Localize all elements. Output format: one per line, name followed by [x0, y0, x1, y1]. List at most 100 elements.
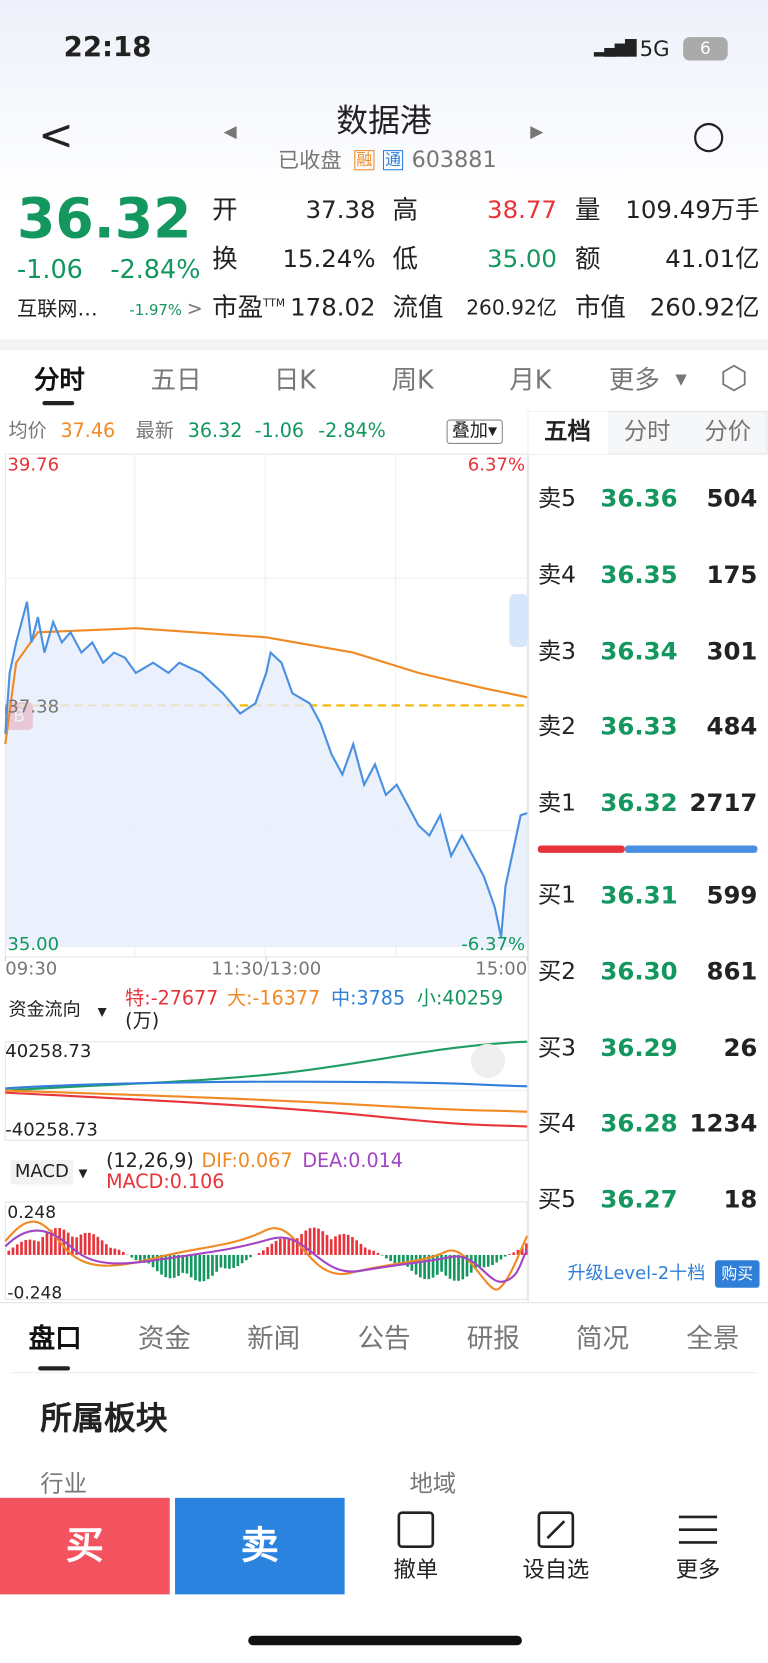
macd-bar: [465, 1254, 469, 1277]
book-price: 36.30: [600, 958, 678, 986]
book-price: 36.35: [600, 561, 678, 590]
macd-bar: [380, 1254, 384, 1256]
book-label: 卖4: [537, 562, 577, 589]
bottom-tab[interactable]: 盘口: [28, 1323, 82, 1355]
tab[interactable]: 更多: [608, 364, 660, 395]
side-handle[interactable]: [509, 594, 529, 648]
macd-bar: [295, 1238, 299, 1255]
stat-value: 35.00: [487, 245, 557, 274]
macd-bottom: -0.248: [7, 1282, 63, 1303]
macd-bar: [41, 1237, 45, 1255]
macd-bar: [495, 1254, 499, 1263]
bottom-tab[interactable]: 资金: [137, 1323, 191, 1355]
book-tab[interactable]: 分价: [704, 419, 752, 446]
book-tab[interactable]: 五档: [544, 419, 591, 446]
bottom-tab[interactable]: 简况: [576, 1323, 630, 1355]
macd-bar: [334, 1236, 337, 1255]
bottom-tab[interactable]: 公告: [357, 1323, 411, 1355]
sector: 互联网…: [16, 297, 98, 321]
dropdown-arrow[interactable]: ▼: [78, 1166, 88, 1181]
macd-bar: [491, 1254, 494, 1266]
book-volume: 599: [706, 882, 758, 910]
macd-bar: [486, 1254, 490, 1267]
stat-label: 流值: [392, 292, 444, 323]
macd-bar: [444, 1254, 448, 1276]
macd-bar: [520, 1246, 524, 1255]
next[interactable]: ▶: [530, 120, 544, 142]
cancel-text[interactable]: 撤单: [393, 1556, 439, 1583]
dropdown-arrow[interactable]: ▼: [97, 1005, 107, 1019]
tab[interactable]: 周K: [391, 364, 434, 395]
macd-bar: [338, 1234, 342, 1255]
expand[interactable]: [470, 1043, 505, 1078]
price-line: [4, 601, 528, 938]
macd-bar: [402, 1254, 405, 1265]
stat-value: 109.49万手: [625, 196, 760, 225]
region: 地域: [409, 1471, 457, 1498]
macd-bar: [54, 1228, 57, 1255]
buy-text[interactable]: 买: [65, 1524, 104, 1568]
macd-bar: [96, 1236, 100, 1255]
macd-bar: [15, 1244, 19, 1255]
book-label: 卖5: [537, 485, 577, 513]
macd-bar: [168, 1254, 172, 1279]
stat-label: 开: [212, 195, 238, 225]
sell-text[interactable]: 卖: [240, 1524, 279, 1568]
overlay-button[interactable]: 叠加▾: [446, 419, 503, 444]
book-volume: 504: [706, 485, 758, 513]
back[interactable]: <: [38, 111, 74, 161]
macd-bar: [499, 1254, 503, 1260]
settings[interactable]: ⬡: [720, 359, 748, 397]
pct-bottom: -6.37%: [461, 934, 526, 956]
bottom-tab[interactable]: 全景: [686, 1323, 740, 1355]
macd-bar: [291, 1240, 295, 1255]
book-price: 36.28: [600, 1110, 678, 1139]
more-text[interactable]: 更多: [675, 1556, 721, 1583]
book-tab[interactable]: 分时: [623, 419, 671, 446]
x-tick-label: 15:00: [475, 958, 528, 980]
macd-bar: [37, 1241, 40, 1255]
macd-bar: [75, 1237, 78, 1255]
dif-line: [4, 1220, 529, 1291]
macd-bar: [232, 1254, 235, 1268]
macd-bar: [376, 1252, 380, 1255]
stat-label: 量: [574, 195, 601, 225]
book-volume: 18: [723, 1186, 758, 1215]
chevron[interactable]: >: [186, 298, 203, 321]
tab[interactable]: 分时: [33, 364, 85, 395]
macd-bar: [105, 1244, 108, 1255]
tab[interactable]: 月K: [509, 364, 552, 395]
stat-label: 市值: [574, 292, 626, 323]
book-label: 卖1: [537, 790, 577, 818]
macd-bar: [236, 1254, 240, 1266]
macd-bar: [368, 1249, 371, 1255]
macd-bar: [160, 1254, 163, 1275]
y-tick-label: 39.76: [7, 454, 60, 476]
prev[interactable]: ◀: [223, 120, 237, 142]
bottom-tab[interactable]: 研报: [466, 1323, 520, 1355]
macd-bar: [431, 1254, 435, 1278]
latest-label: 最新: [135, 420, 174, 443]
book-tab-active: [528, 411, 608, 455]
tab[interactable]: 日K: [273, 364, 316, 395]
macd-value: MACD:0.106: [106, 1171, 225, 1194]
flow-small: 小:40259: [416, 987, 504, 1010]
sell-button[interactable]: [175, 1497, 345, 1595]
bottom-tab[interactable]: 新闻: [247, 1323, 301, 1355]
watch-text[interactable]: 设自选: [522, 1556, 590, 1583]
macd-bar: [181, 1254, 185, 1273]
macd-bar: [130, 1254, 134, 1258]
avg-label: 均价: [8, 420, 47, 443]
book-volume: 484: [706, 713, 758, 742]
sector-change: -1.97%: [129, 302, 182, 320]
macd-bar: [270, 1243, 274, 1255]
macd-bar: [49, 1229, 53, 1255]
tab[interactable]: 五日: [150, 364, 202, 395]
macd-bar: [419, 1254, 422, 1278]
title: 数据港: [336, 102, 432, 141]
cancel-icon: [397, 1511, 435, 1548]
buy-button[interactable]: [0, 1497, 170, 1595]
macd-bar: [452, 1254, 456, 1281]
search[interactable]: ○: [691, 113, 726, 157]
macd-bar: [138, 1254, 142, 1262]
